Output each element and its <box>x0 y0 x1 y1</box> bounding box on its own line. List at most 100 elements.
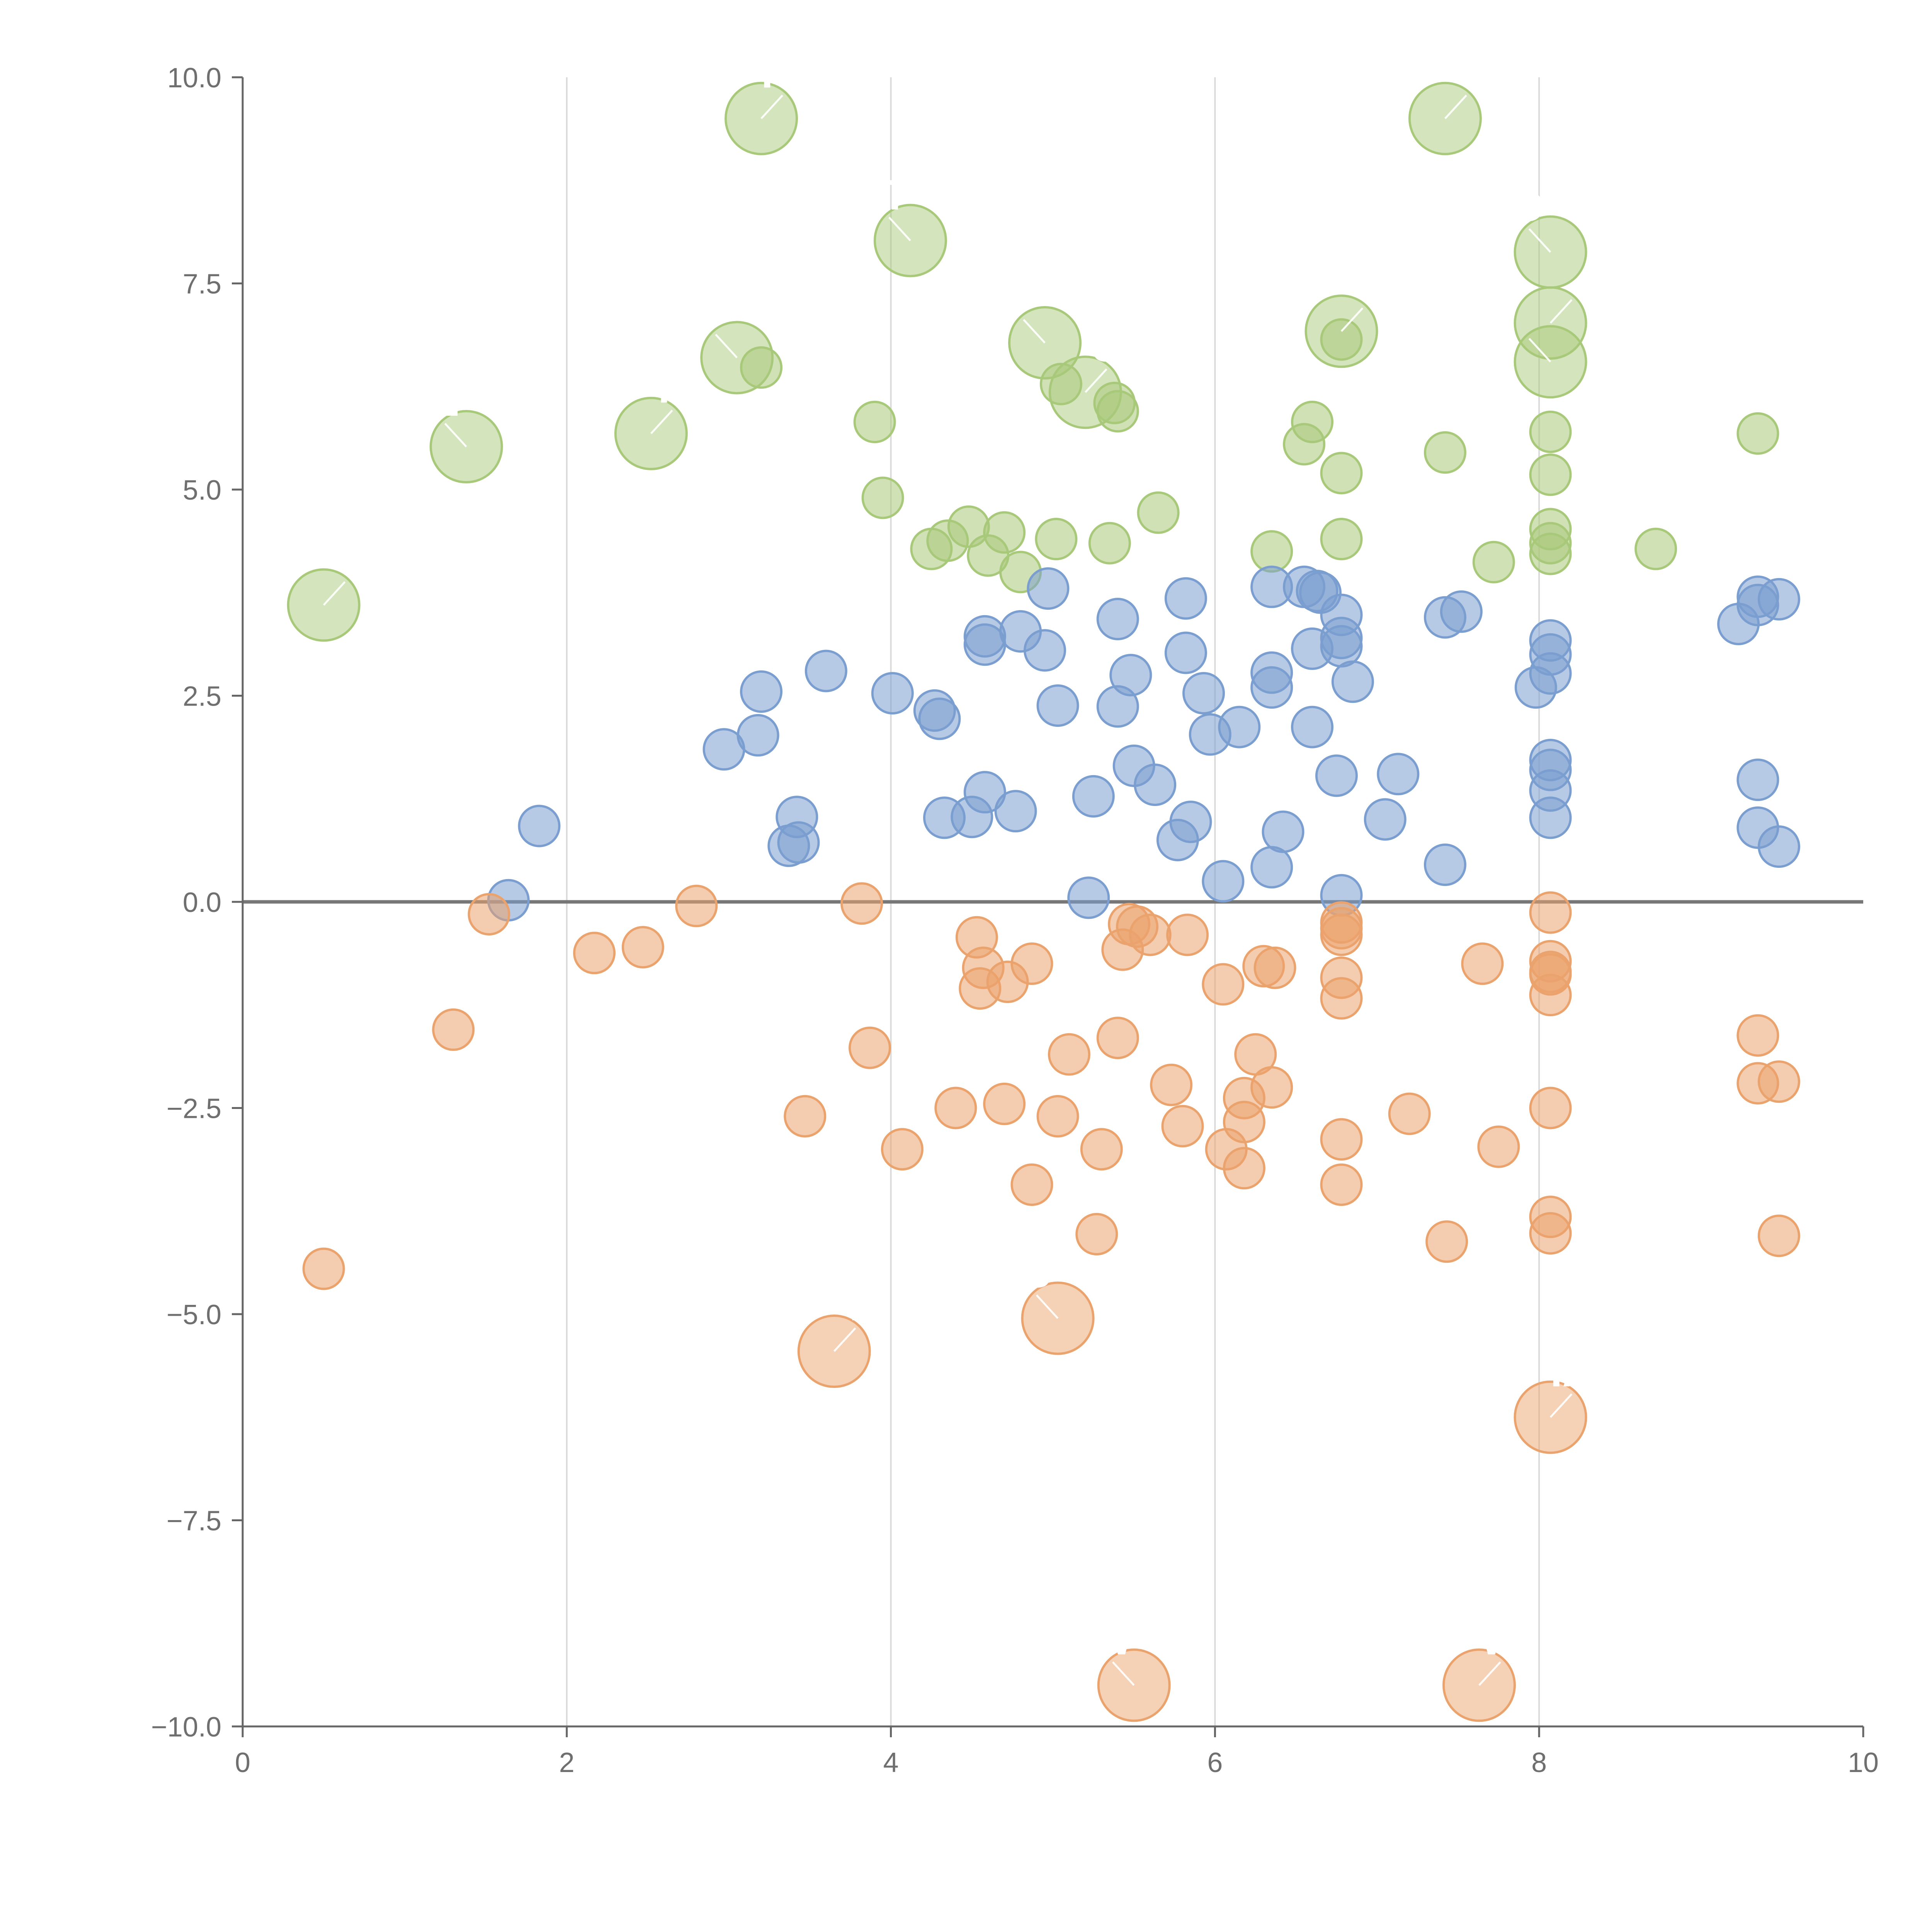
green-point <box>1472 541 1515 583</box>
green-point-label: S <box>1092 323 1121 371</box>
green-label-leader <box>760 95 783 119</box>
blue-point <box>1218 706 1261 748</box>
orange-point <box>1010 1163 1053 1206</box>
green-point <box>1529 453 1572 496</box>
y-tick-label: −5.0 <box>167 1299 221 1330</box>
orange-point <box>675 884 718 927</box>
blue-point <box>963 771 1006 814</box>
blue-point <box>1134 763 1177 806</box>
y-tick-label: 5.0 <box>183 475 221 506</box>
green-label-leader <box>1528 338 1551 362</box>
orange-point <box>784 1095 827 1138</box>
green-label-leader <box>444 423 467 447</box>
blue-point <box>1182 672 1225 715</box>
green-point <box>861 476 904 519</box>
green-label-leader <box>1023 319 1046 344</box>
axes: 0 2 4 6 8 10 10.0 7.5 5.0 2.5 0.0 −2.5 −5.0 −7.5 −10.0 <box>151 63 1879 1778</box>
orange-point <box>849 1026 891 1069</box>
blue-point <box>1315 754 1358 797</box>
blue-point <box>871 672 914 715</box>
green-point <box>1529 532 1572 575</box>
orange-point <box>934 1087 977 1129</box>
blue-point <box>1164 631 1207 674</box>
green-label-leader <box>1444 95 1467 119</box>
y-tick-label: 2.5 <box>183 681 221 712</box>
green-label-leader <box>1549 299 1573 324</box>
green-label-leader <box>1528 228 1551 253</box>
orange-point <box>573 932 616 975</box>
data-points <box>287 82 1800 1722</box>
blue-point <box>777 821 820 864</box>
orange-label-leader <box>1549 1393 1573 1418</box>
x-tick-label: 10 <box>1848 1747 1879 1778</box>
blue-point <box>1027 567 1070 610</box>
blue-point <box>1164 577 1207 620</box>
orange-point <box>1253 946 1296 989</box>
green-point <box>1137 491 1180 534</box>
blue-point <box>1320 625 1363 668</box>
blue-point <box>1529 652 1572 695</box>
x-tick-label: 6 <box>1207 1747 1223 1778</box>
orange-point <box>983 1082 1026 1125</box>
x-tick-label: 4 <box>883 1747 899 1778</box>
green-point <box>853 401 896 444</box>
blue-point <box>1529 796 1572 839</box>
orange-point <box>1223 1100 1265 1143</box>
blue-point <box>518 804 561 847</box>
green-point-label: E <box>431 378 459 425</box>
blue-point <box>1109 654 1152 697</box>
orange-point <box>1161 1105 1204 1148</box>
orange-point <box>1166 913 1209 956</box>
orange-point-label: W <box>1093 1616 1133 1663</box>
green-label-leader <box>323 581 346 606</box>
orange-point <box>1388 1092 1431 1135</box>
orange-point <box>468 893 510 936</box>
orange-point <box>1075 1213 1118 1256</box>
orange-point <box>1477 1125 1520 1168</box>
y-tick-label: −7.5 <box>167 1506 221 1537</box>
green-point <box>1250 530 1293 573</box>
orange-point-label: W <box>1480 1616 1520 1663</box>
y-tick-label: 10.0 <box>167 63 221 94</box>
orange-point <box>1048 1033 1090 1076</box>
orange-point <box>1223 1147 1265 1190</box>
green-point <box>1529 410 1572 453</box>
blue-point <box>1423 843 1466 886</box>
green-point <box>983 511 1026 554</box>
blue-point <box>1096 598 1139 641</box>
orange-point <box>1036 1095 1079 1138</box>
blue-point <box>1024 629 1066 672</box>
blue-point <box>1736 759 1779 801</box>
blue-point <box>1291 706 1334 748</box>
orange-point <box>432 1008 475 1051</box>
orange-label-leader <box>1112 1661 1135 1686</box>
blue-point <box>804 650 847 692</box>
green-label-leader <box>1340 307 1364 332</box>
green-point <box>1423 431 1466 474</box>
orange-point <box>1010 942 1053 985</box>
orange-point <box>1320 1118 1363 1161</box>
green-label-leader <box>715 333 738 359</box>
blue-point <box>1757 578 1800 621</box>
green-point <box>1736 412 1779 455</box>
orange-point <box>1320 913 1363 956</box>
green-point-label: IT <box>870 172 908 219</box>
point-labels: IC IT D S P E I S IA W W <box>323 49 1593 1686</box>
blue-point <box>1067 876 1110 919</box>
blue-point <box>1364 798 1406 841</box>
green-point-label: P <box>658 364 686 412</box>
blue-point <box>740 670 783 713</box>
orange-point <box>1529 1087 1572 1129</box>
orange-point <box>1202 963 1245 1006</box>
blue-point <box>1202 860 1245 903</box>
blue-point <box>918 697 961 740</box>
orange-point <box>1250 1066 1293 1109</box>
orange-point <box>1320 1163 1363 1206</box>
blue-point <box>1377 753 1420 796</box>
blue-point <box>1072 775 1115 818</box>
orange-point <box>1320 977 1363 1020</box>
y-tick-label: −10.0 <box>151 1712 221 1743</box>
orange-point <box>1757 1060 1800 1103</box>
orange-point <box>1529 974 1572 1017</box>
